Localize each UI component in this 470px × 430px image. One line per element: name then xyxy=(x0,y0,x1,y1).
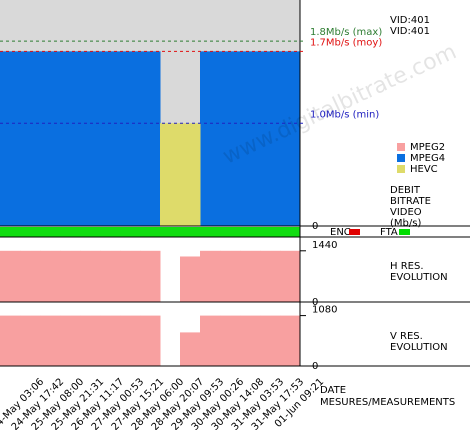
bar xyxy=(180,123,201,226)
panel-title: (Mb/s) xyxy=(390,218,421,229)
bar xyxy=(40,250,61,302)
bar xyxy=(180,256,201,302)
bar xyxy=(280,315,301,366)
bar xyxy=(80,315,101,366)
y-tick-label: 0 xyxy=(312,221,318,232)
bar xyxy=(280,51,301,227)
bar xyxy=(60,51,81,227)
bar xyxy=(140,250,161,302)
bar xyxy=(60,250,81,302)
bar xyxy=(0,250,21,302)
bar xyxy=(100,250,121,302)
panel-title: EVOLUTION xyxy=(390,272,448,283)
panel-title: VIDEO xyxy=(390,207,422,218)
x-axis-title: MESURES/MEASUREMENTS xyxy=(320,397,455,408)
bar xyxy=(80,250,101,302)
bar xyxy=(220,51,241,227)
bar xyxy=(240,250,261,302)
y-tick-label: 0 xyxy=(312,297,318,308)
bar xyxy=(140,315,161,366)
bar xyxy=(100,315,121,366)
legend-swatch xyxy=(397,165,405,173)
bar xyxy=(100,51,121,227)
bar xyxy=(20,51,41,227)
video-pid: VID:401 xyxy=(390,26,430,37)
bar xyxy=(60,315,81,366)
bar xyxy=(140,51,161,227)
panel-title: EVOLUTION xyxy=(390,342,448,353)
bar xyxy=(120,315,141,366)
bar xyxy=(40,315,61,366)
bar xyxy=(260,51,281,227)
bar xyxy=(0,51,21,227)
bar xyxy=(280,250,301,302)
legend-label: MPEG4 xyxy=(410,153,445,164)
bar xyxy=(240,315,261,366)
legend-label: MPEG2 xyxy=(410,142,445,153)
video-pid: VID:401 xyxy=(390,15,430,26)
bar xyxy=(200,315,221,366)
bar xyxy=(80,51,101,227)
flag-swatch xyxy=(349,229,360,235)
bar xyxy=(220,250,241,302)
bar xyxy=(220,315,241,366)
y-tick-label: 1080 xyxy=(312,305,337,316)
bar xyxy=(40,51,61,227)
bar xyxy=(120,51,141,227)
reference-label: 1.7Mb/s (moy) xyxy=(310,37,382,48)
legend-swatch xyxy=(397,143,405,151)
y-tick-label: 1440 xyxy=(312,240,337,251)
legend-swatch xyxy=(397,154,405,162)
bar xyxy=(20,315,41,366)
reference-label: 1.8Mb/s (max) xyxy=(310,27,382,38)
bar xyxy=(120,250,141,302)
legend-label: HEVC xyxy=(410,164,438,175)
marks xyxy=(0,51,301,366)
panel-title: V RES. xyxy=(390,331,423,342)
bar xyxy=(260,250,281,302)
flag-label: FTA xyxy=(380,227,398,238)
bar xyxy=(260,315,281,366)
bar xyxy=(200,51,221,227)
y-tick-label: 0 xyxy=(312,361,318,372)
flag-band xyxy=(0,227,300,237)
panel-title: BITRATE xyxy=(390,196,431,207)
bar xyxy=(160,123,181,226)
flag-swatch xyxy=(399,229,410,235)
bar xyxy=(20,250,41,302)
bar xyxy=(200,250,221,302)
panel-title: H RES. xyxy=(390,261,424,272)
x-axis-title: DATE xyxy=(320,385,346,396)
bar xyxy=(180,332,201,366)
flag-label: ENC xyxy=(330,227,351,238)
panel-title: DEBIT xyxy=(390,185,421,196)
bar xyxy=(0,315,21,366)
reference-label: 1.0Mb/s (min) xyxy=(310,109,379,120)
bar xyxy=(240,51,261,227)
